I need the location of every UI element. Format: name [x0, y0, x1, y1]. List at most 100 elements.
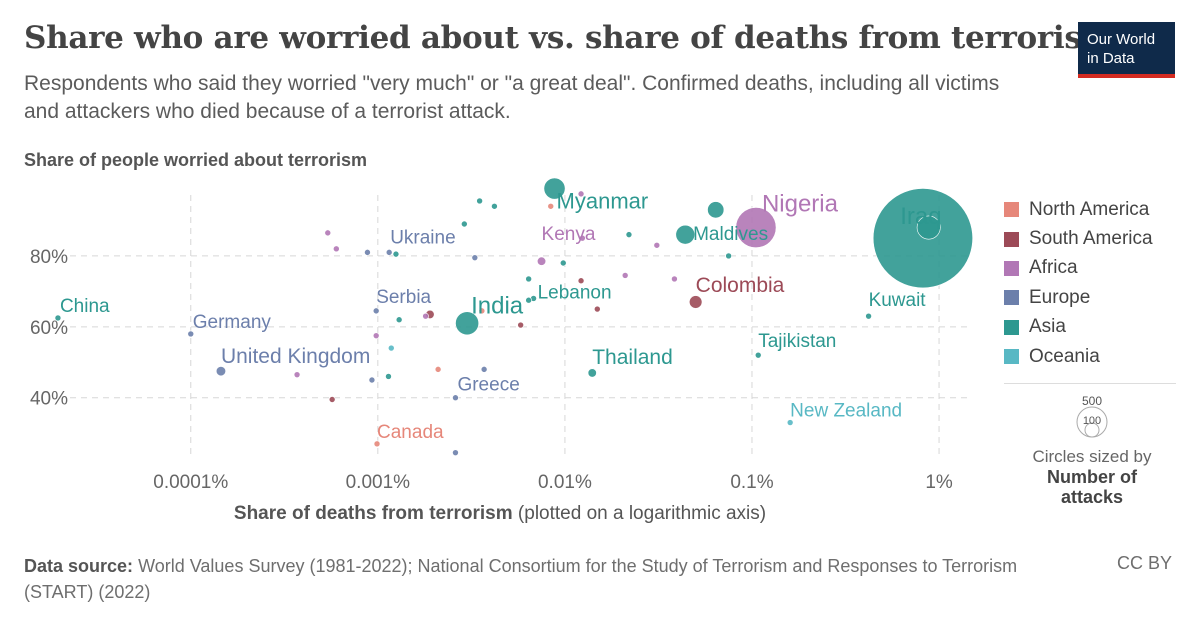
- point-label-colombia: Colombia: [696, 274, 785, 297]
- point-label-kenya: Kenya: [542, 224, 596, 245]
- x-axis-title: Share of deaths from terrorism (plotted …: [0, 503, 1000, 525]
- data-point[interactable]: [621, 272, 629, 279]
- point-label-united-kingdom: United Kingdom: [221, 345, 370, 368]
- point-label-canada: Canada: [377, 422, 444, 443]
- data-point[interactable]: [625, 231, 633, 238]
- data-point[interactable]: [452, 449, 459, 456]
- chart-title: Share who are worried about vs. share of…: [24, 20, 1115, 56]
- point-india[interactable]: [455, 311, 480, 336]
- point-united-kingdom[interactable]: [215, 366, 226, 377]
- legend-swatch: [1004, 349, 1019, 365]
- data-point[interactable]: [653, 241, 661, 249]
- point-germany[interactable]: [187, 330, 195, 338]
- data-point[interactable]: [324, 229, 332, 237]
- size-legend-value-100: 100: [1083, 415, 1101, 427]
- data-point[interactable]: [471, 254, 479, 261]
- point-label-greece: Greece: [457, 375, 519, 396]
- data-point[interactable]: [333, 245, 340, 253]
- y-tick-label: 60%: [30, 318, 68, 339]
- x-tick-label: 0.001%: [346, 472, 411, 493]
- data-point[interactable]: [559, 259, 567, 267]
- point-kuwait[interactable]: [865, 312, 872, 320]
- owid-logo[interactable]: Our World in Data: [1078, 22, 1175, 78]
- data-point[interactable]: [517, 321, 524, 329]
- point-label-maldives: Maldives: [693, 224, 768, 245]
- point-greece[interactable]: [452, 394, 459, 402]
- size-legend: 500 100 Circles sized by Number of attac…: [1022, 393, 1162, 507]
- point-iraq[interactable]: [872, 188, 973, 289]
- data-point[interactable]: [675, 224, 696, 245]
- data-point[interactable]: [328, 396, 336, 403]
- y-tick-label: 40%: [30, 389, 68, 410]
- point-label-iraq: Iraq: [900, 203, 941, 230]
- data-point[interactable]: [547, 202, 555, 210]
- data-point[interactable]: [478, 307, 486, 315]
- point-ukraine[interactable]: [385, 249, 393, 256]
- y-tick-label: 80%: [30, 247, 68, 268]
- point-myanmar[interactable]: [543, 177, 566, 200]
- data-point[interactable]: [293, 371, 301, 378]
- point-label-thailand: Thailand: [592, 346, 673, 369]
- chart-subtitle: Respondents who said they worried "very …: [24, 72, 1000, 123]
- data-point[interactable]: [671, 275, 678, 283]
- point-tajikistan[interactable]: [754, 351, 762, 359]
- data-point[interactable]: [707, 201, 725, 219]
- data-point[interactable]: [476, 197, 483, 205]
- point-canada[interactable]: [373, 440, 381, 448]
- data-point[interactable]: [594, 305, 601, 313]
- data-point[interactable]: [491, 202, 498, 210]
- point-label-tajikistan: Tajikistan: [758, 331, 836, 352]
- point-labels: Iraq Nigeria Myanmar Maldives Kenya Colombia K…: [60, 189, 942, 443]
- data-point[interactable]: [525, 275, 532, 283]
- legend-item-north-america[interactable]: North America: [1004, 195, 1194, 224]
- logo-line-2: in Data: [1087, 50, 1135, 67]
- legend-item-europe[interactable]: Europe: [1004, 283, 1194, 312]
- data-point[interactable]: [422, 312, 429, 320]
- legend-item-oceania[interactable]: Oceania: [1004, 342, 1194, 371]
- data-point[interactable]: [387, 344, 395, 352]
- license-link[interactable]: CC BY: [1116, 553, 1172, 573]
- point-label-india: India: [471, 292, 524, 319]
- legend-item-asia[interactable]: Asia: [1004, 313, 1194, 342]
- point-serbia[interactable]: [372, 307, 380, 315]
- point-maldives[interactable]: [725, 252, 732, 260]
- point-label-lebanon: Lebanon: [538, 282, 612, 303]
- point-label-germany: Germany: [193, 312, 272, 333]
- data-point[interactable]: [916, 215, 941, 240]
- point-label-china: China: [60, 296, 110, 317]
- point-china[interactable]: [54, 314, 62, 322]
- legend-swatch: [1004, 290, 1019, 306]
- data-point[interactable]: [434, 366, 442, 373]
- point-label-myanmar: Myanmar: [557, 189, 649, 214]
- point-new-zealand[interactable]: [786, 419, 794, 426]
- legend-label: North America: [1029, 198, 1150, 220]
- data-points: [54, 177, 973, 456]
- size-legend-variable: Number of attacks: [1047, 467, 1137, 507]
- point-thailand[interactable]: [587, 368, 597, 378]
- data-point[interactable]: [461, 220, 468, 228]
- legend-swatch: [1004, 319, 1019, 335]
- data-point[interactable]: [525, 296, 532, 304]
- legend-swatch: [1004, 202, 1019, 218]
- data-point[interactable]: [364, 249, 371, 256]
- data-point[interactable]: [368, 376, 376, 384]
- size-legend-value-500: 500: [1082, 394, 1102, 408]
- size-legend-caption: Circles sized by Number of attacks: [1022, 447, 1162, 507]
- data-point[interactable]: [577, 190, 585, 198]
- data-point[interactable]: [577, 277, 585, 285]
- legend-label: Asia: [1029, 316, 1066, 338]
- point-kenya[interactable]: [536, 256, 547, 266]
- point-colombia[interactable]: [689, 295, 703, 309]
- data-point[interactable]: [372, 332, 380, 339]
- legend-swatch: [1004, 231, 1019, 247]
- legend-item-africa[interactable]: Africa: [1004, 254, 1194, 283]
- data-point[interactable]: [395, 316, 403, 324]
- legend-item-south-america[interactable]: South America: [1004, 224, 1194, 253]
- data-point[interactable]: [392, 250, 400, 258]
- data-point[interactable]: [579, 234, 586, 242]
- size-legend-circle-100: [1084, 422, 1100, 438]
- data-point[interactable]: [480, 366, 488, 373]
- x-axis-title-note: (plotted on a logarithmic axis): [517, 503, 767, 524]
- data-point[interactable]: [385, 373, 392, 380]
- point-nigeria[interactable]: [735, 207, 777, 248]
